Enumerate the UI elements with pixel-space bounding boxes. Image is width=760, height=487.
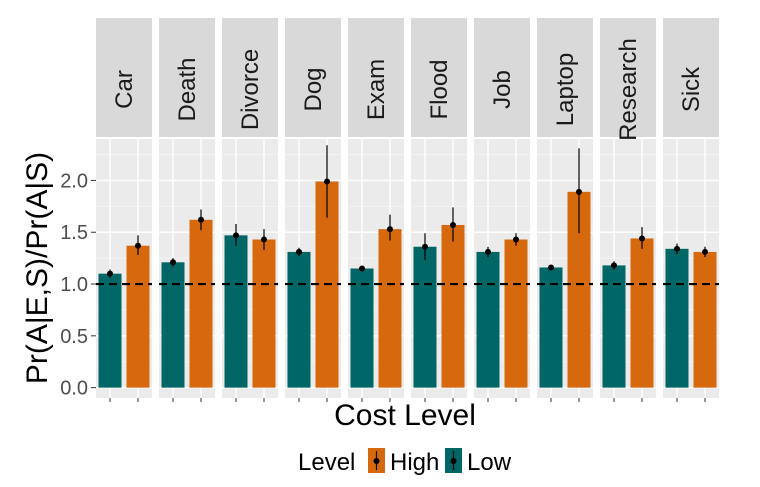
y-tick-label: 1.0 xyxy=(60,274,88,296)
facet-strip-label: Research xyxy=(615,38,642,141)
point-low xyxy=(548,264,554,271)
x-axis-title: Cost Level xyxy=(334,399,476,432)
facet-strip xyxy=(96,18,152,137)
bar-low xyxy=(602,265,626,388)
facet-flood: Flood xyxy=(411,18,467,402)
facet-death: Death xyxy=(159,18,215,402)
point-high xyxy=(261,236,267,243)
point-high xyxy=(450,221,456,228)
point-high xyxy=(702,248,708,255)
point-low xyxy=(485,248,491,255)
y-tick-label: 1.5 xyxy=(60,222,88,244)
point-low xyxy=(233,232,239,239)
point-high xyxy=(387,226,393,233)
point-high xyxy=(324,178,330,185)
facet-strip-label: Exam xyxy=(363,59,390,120)
point-high xyxy=(198,216,204,223)
bar-high xyxy=(252,239,276,388)
bar-low xyxy=(413,246,437,388)
facet-dog: Dog xyxy=(285,18,341,402)
facet-strip xyxy=(663,18,719,137)
point-low xyxy=(107,270,113,277)
legend-title: Level xyxy=(298,449,355,476)
point-low xyxy=(674,245,680,252)
bar-high xyxy=(567,191,591,388)
facet-job: Job xyxy=(474,18,530,402)
point-low xyxy=(359,265,365,272)
facet-strip-label: Sick xyxy=(678,66,705,112)
bar-high xyxy=(378,229,402,388)
point-high xyxy=(135,242,141,249)
facet-strip xyxy=(474,18,530,137)
facet-strip-label: Car xyxy=(111,70,138,109)
y-tick-label: 2.0 xyxy=(60,170,88,192)
bar-low xyxy=(350,268,374,388)
bar-low xyxy=(98,273,122,388)
y-tick-label: 0.0 xyxy=(60,378,88,400)
bar-low xyxy=(161,262,185,388)
bar-high xyxy=(630,238,654,388)
legend-key-point xyxy=(450,458,457,464)
bar-high xyxy=(441,224,465,388)
facet-strip xyxy=(600,18,656,137)
point-low xyxy=(611,262,617,269)
facet-sick: Sick xyxy=(663,18,719,402)
point-high xyxy=(513,236,519,243)
bar-high xyxy=(693,251,717,388)
facet-strip xyxy=(159,18,215,137)
facet-laptop: Laptop xyxy=(537,18,593,402)
point-high xyxy=(639,235,645,242)
legend-label: Low xyxy=(467,449,512,476)
facet-strip-label: Flood xyxy=(426,59,453,119)
bar-high xyxy=(189,219,213,388)
facet-exam: Exam xyxy=(348,18,404,402)
bar-high xyxy=(126,245,150,388)
facet-strip-label: Death xyxy=(174,57,201,121)
bar-high xyxy=(504,239,528,388)
facet-strip-label: Divorce xyxy=(237,49,264,130)
bar-low xyxy=(287,251,311,388)
facet-divorce: Divorce xyxy=(222,18,278,402)
legend-key-point xyxy=(373,458,380,464)
facet-strip xyxy=(285,18,341,137)
y-tick-label: 0.5 xyxy=(60,326,88,348)
point-low xyxy=(422,243,428,250)
legend-label: High xyxy=(390,449,439,476)
y-axis: 0.0 0.5 1.0 1.5 2.0 xyxy=(60,170,96,400)
bar-low xyxy=(665,248,689,388)
facet-strip-label: Laptop xyxy=(552,53,579,126)
legend: Level High Low xyxy=(298,448,512,476)
point-high xyxy=(576,188,582,195)
point-low xyxy=(170,259,176,266)
y-axis-title: Pr(A|E,S)/Pr(A|S) xyxy=(21,152,54,384)
facet-strip xyxy=(537,18,593,137)
facet-strip xyxy=(222,18,278,137)
facet-strip xyxy=(348,18,404,137)
bar-low xyxy=(224,235,248,388)
facet-panels: Car Death Divorce Dog Exam Flood Job Laptop Rese… xyxy=(96,18,719,402)
point-low xyxy=(296,248,302,255)
legend-entry-low: Low xyxy=(445,448,512,476)
bar-low xyxy=(539,267,563,388)
facet-research: Research xyxy=(600,18,656,402)
facet-strip xyxy=(411,18,467,137)
facet-strip-label: Dog xyxy=(300,67,327,111)
bar-low xyxy=(476,251,500,388)
facet-car: Car xyxy=(96,18,152,402)
legend-entry-high: High xyxy=(368,448,439,476)
facet-strip-label: Job xyxy=(489,70,516,109)
